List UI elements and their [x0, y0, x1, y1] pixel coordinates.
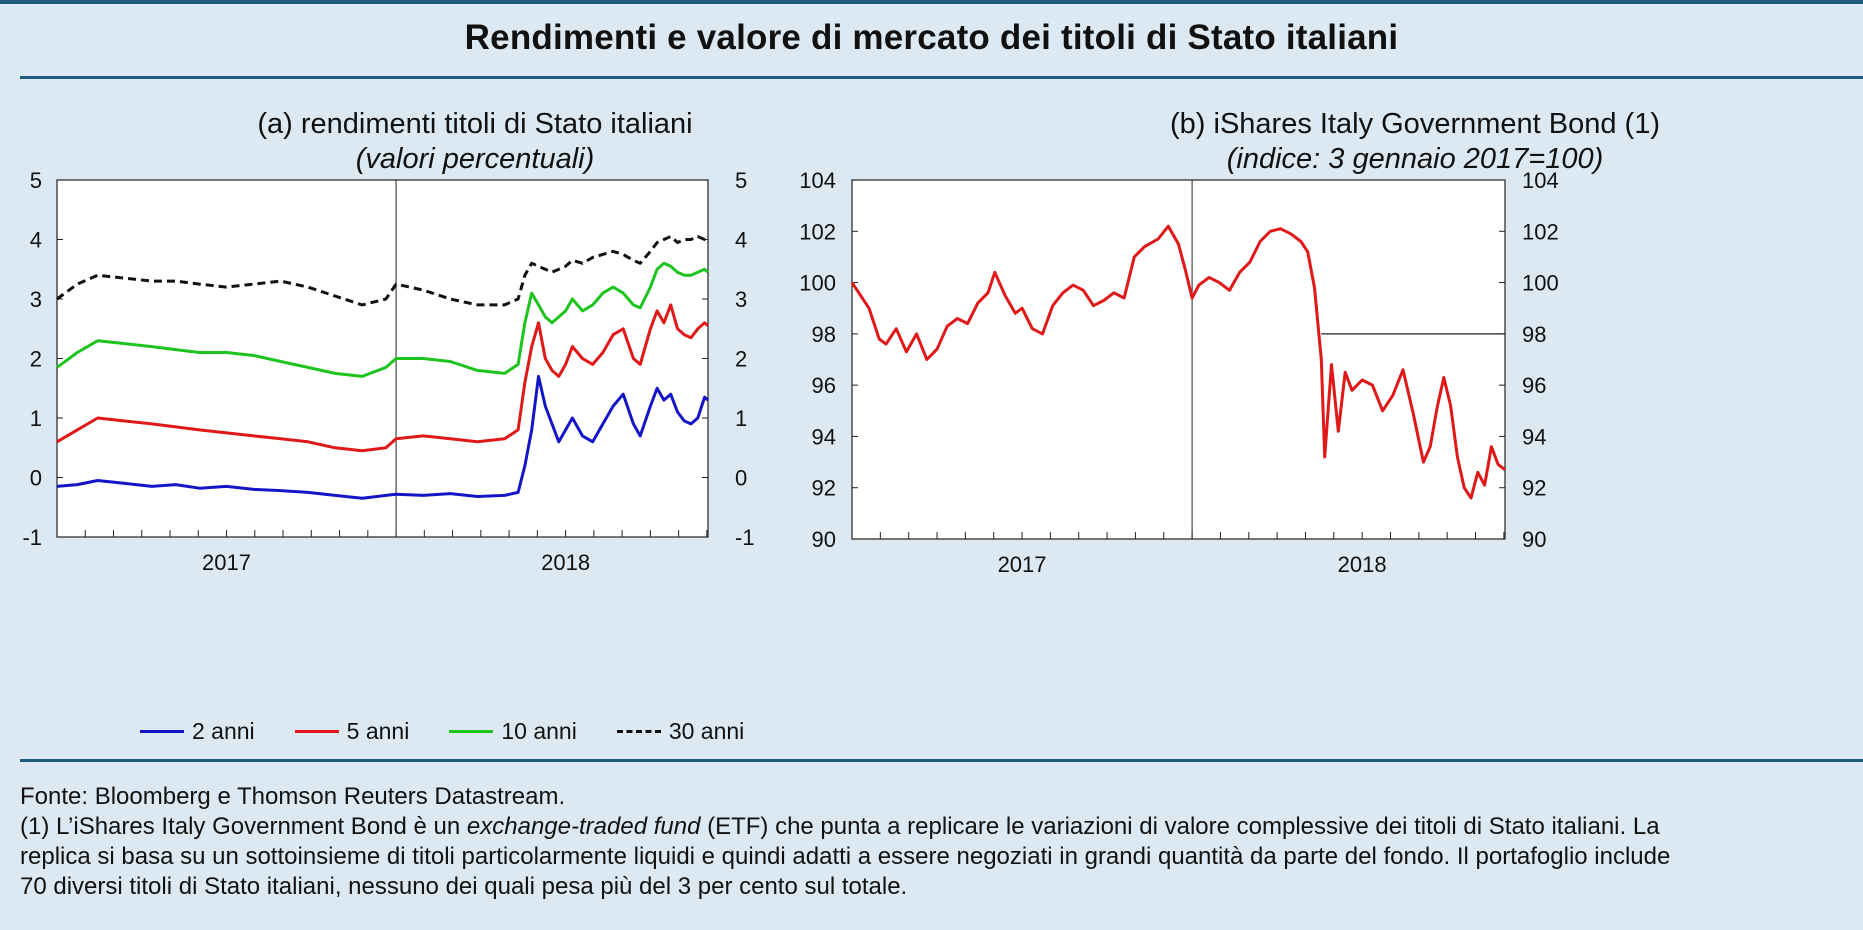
legend-swatch-2-anni [140, 730, 184, 733]
legend-swatch-30-anni [616, 730, 661, 733]
y-tick-label-left: 100 [799, 271, 836, 296]
series-line-2-anni [56, 374, 709, 500]
y-tick-label-left: 3 [30, 287, 42, 312]
y-tick-label-right: 104 [1522, 168, 1559, 193]
legend-label-10-anni: 10 anni [501, 718, 577, 744]
plot-area-b [851, 179, 1506, 540]
y-tick-label-right: 3 [735, 287, 747, 312]
y-tick-label-right: 0 [735, 466, 747, 491]
y-tick-label-left: 92 [812, 476, 836, 501]
y-tick-label-right: 100 [1522, 271, 1559, 296]
y-tick-label-right: 96 [1522, 373, 1546, 398]
panel-b-subtitle: (indice: 3 gennaio 2017=100) [1226, 143, 1604, 175]
y-tick-label-left: 104 [799, 168, 836, 193]
footer-rule [20, 759, 1863, 762]
y-tick-label-right: 5 [735, 168, 747, 193]
panel-b-title: (b) iShares Italy Government Bond (1) [1170, 108, 1660, 140]
y-tick-label-right: 2 [735, 347, 747, 372]
y-tick-label-right: -1 [735, 525, 755, 550]
chart-b: 90 90 92 92 94 94 96 96 98 98 100 100 102 102 104 104 20… [799, 168, 1558, 577]
y-tick-label-right: 1 [735, 406, 747, 431]
y-tick-label-right: 102 [1522, 219, 1559, 244]
legend-label-2-anni: 2 anni [192, 718, 255, 744]
legend-swatch-5-anni [294, 730, 339, 733]
panel-a-title: (a) rendimenti titoli di Stato italiani [257, 108, 693, 140]
y-tick-label-right: 4 [735, 228, 747, 253]
charts-canvas: -1 -1 0 0 1 1 2 2 3 3 4 4 5 5 2017 2018 90 90 92 92 94 94 96 96… [22, 168, 1558, 577]
chart-a: -1 -1 0 0 1 1 2 2 3 3 4 4 5 5 2017 2018 [22, 168, 754, 575]
footnote-rest: (ETF) che punta a replicare le variazion… [700, 813, 1660, 840]
y-tick-label-left: 5 [30, 168, 42, 193]
y-tick-label-right: 94 [1522, 424, 1546, 449]
x-year-label: 2018 [1338, 552, 1387, 577]
page-title: Rendimenti e valore di mercato dei titol… [464, 18, 1399, 57]
panel-a-subtitle: (valori percentuali) [355, 143, 595, 175]
footnote-italic: exchange-traded fund [466, 813, 701, 840]
footnote-prefix: (1) L’iShares Italy Government Bond è un [20, 813, 467, 840]
y-tick-label-left: 2 [30, 347, 42, 372]
y-tick-label-right: 90 [1522, 527, 1546, 552]
footnote: Fonte: Bloomberg e Thomson Reuters Datas… [20, 782, 1863, 902]
y-tick-label-left: 0 [30, 466, 42, 491]
legend-item-30-anni: 30 anni [616, 718, 745, 745]
y-tick-label-right: 92 [1522, 476, 1546, 501]
footnote-line-1: (1) L’iShares Italy Government Bond è un… [20, 812, 1863, 842]
footnote-source: Fonte: Bloomberg e Thomson Reuters Datas… [20, 783, 566, 810]
x-year-label: 2018 [541, 550, 590, 575]
y-tick-label-left: 1 [30, 406, 42, 431]
legend-swatch-10-anni [449, 730, 494, 733]
y-tick-label-left: 96 [812, 373, 836, 398]
y-tick-label-left: 102 [799, 219, 836, 244]
plot-area-a [56, 179, 709, 538]
y-tick-label-left: 94 [812, 424, 836, 449]
series-line-10-anni [56, 261, 709, 378]
title-rule [20, 76, 1863, 79]
y-tick-label-right: 98 [1522, 322, 1546, 347]
x-year-label: 2017 [998, 552, 1047, 577]
y-tick-label-left: 90 [812, 527, 836, 552]
legend-label-30-anni: 30 anni [668, 718, 745, 744]
top-rule [0, 0, 1863, 4]
legend-label-5-anni: 5 anni [346, 718, 410, 744]
legend: 2 anni 5 anni 10 anni 30 anni [140, 718, 744, 745]
footnote-line-3: 70 diversi titoli di Stato italiani, nes… [20, 873, 908, 900]
legend-item-5-anni: 5 anni [294, 718, 410, 745]
footnote-line-2: replica si basa su un sottoinsieme di ti… [20, 843, 1671, 870]
y-tick-label-left: 4 [30, 228, 42, 253]
x-year-label: 2017 [202, 550, 251, 575]
y-tick-label-left: -1 [22, 525, 42, 550]
series-line-30-anni [56, 235, 708, 307]
legend-item-10-anni: 10 anni [449, 718, 577, 745]
series-line-ishares-italy-government-bond [850, 224, 1506, 500]
series-line-5-anni [56, 303, 709, 453]
y-tick-label-left: 98 [812, 322, 836, 347]
legend-item-2-anni: 2 anni [140, 718, 255, 745]
